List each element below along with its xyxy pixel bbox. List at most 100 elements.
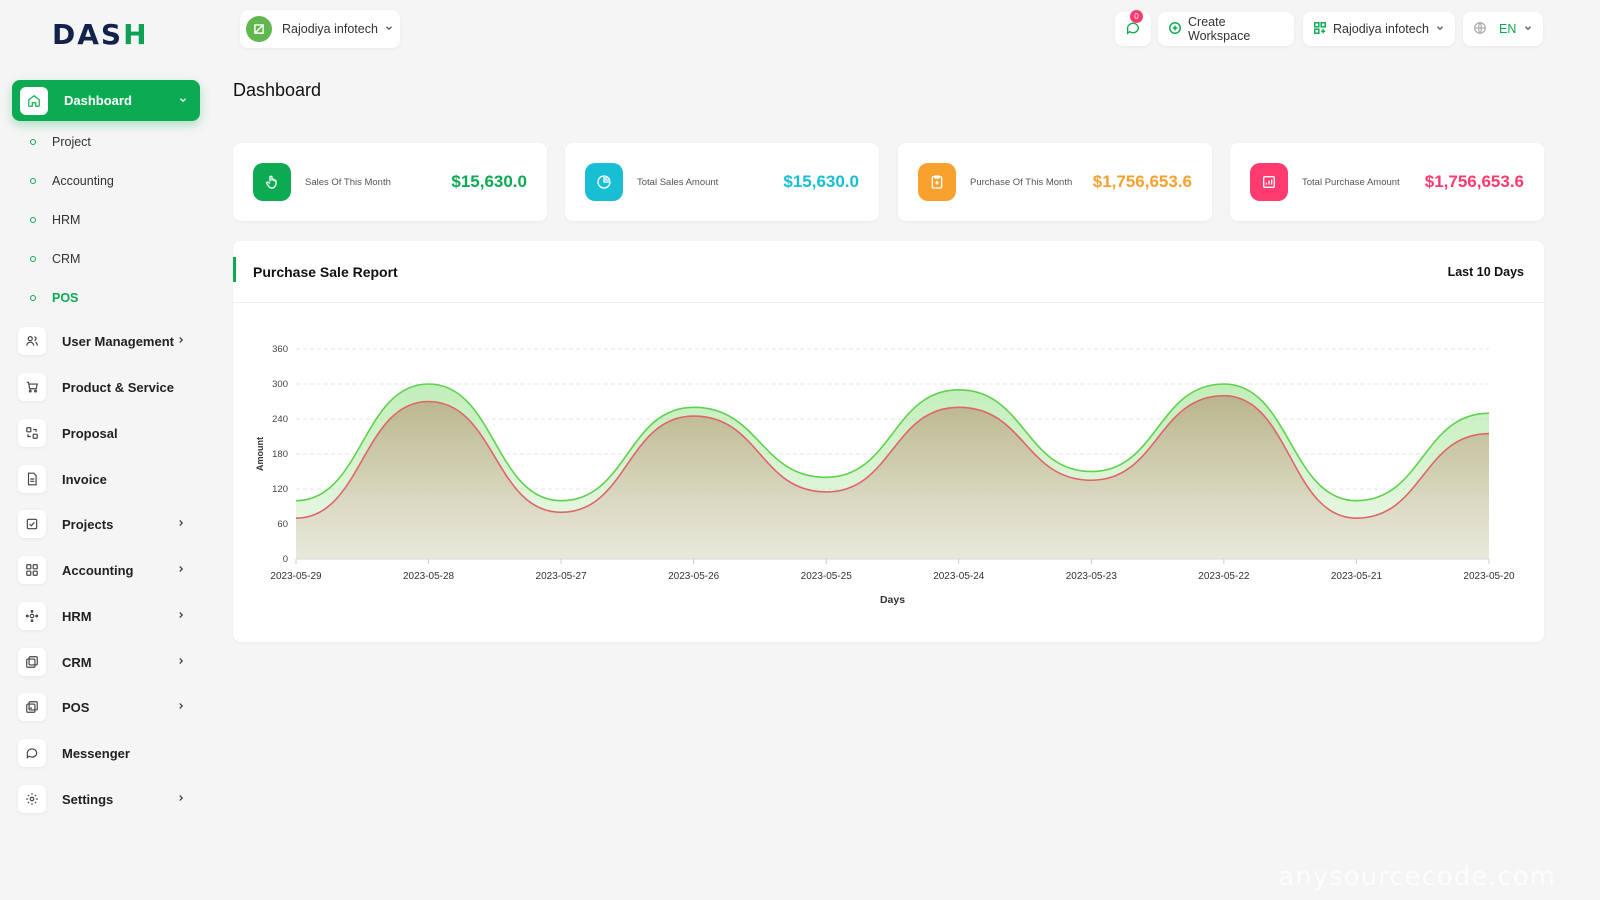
create-workspace-label: Create Workspace [1188,15,1251,43]
x-tick-label: 2023-05-28 [403,571,455,582]
chevron-down-icon [1435,22,1445,36]
language-label: EN [1499,22,1517,36]
message-icon [18,739,46,767]
x-tick-label: 2023-05-27 [536,571,588,582]
stat-value: $15,630.0 [783,172,859,191]
proposal-icon [18,419,46,447]
sub-item-label: Accounting [52,174,114,188]
sidebar-item-invoice[interactable]: Invoice [18,462,198,496]
x-tick-label: 2023-05-20 [1463,571,1515,582]
gear-icon [18,785,46,813]
x-axis-label: Days [880,594,905,606]
page-title: Dashboard [233,80,322,100]
stat-card-sales-month: Sales Of This Month $15,630.0 [233,143,547,221]
sidebar-item-messenger[interactable]: Messenger [18,736,198,770]
cart-icon [18,373,46,401]
sidebar-item-settings[interactable]: Settings [18,782,198,816]
sub-item-pos[interactable]: POS [30,288,78,308]
sidebar-item-hrm[interactable]: HRM [18,599,198,633]
globe-icon [1473,21,1487,38]
sub-item-hrm[interactable]: HRM [30,210,80,230]
chevron-right-icon [176,332,186,350]
sidebar-item-accounting[interactable]: Accounting [18,553,198,587]
notifications-button[interactable]: 0 [1115,10,1151,46]
stat-card-purchase-month: Purchase Of This Month $1,756,653.6 [898,143,1212,221]
sub-item-label: POS [52,291,79,305]
sidebar-item-crm[interactable]: CRM [18,645,198,679]
sidebar-item-product-service[interactable]: Product & Service [18,370,198,404]
sidebar: DASH Dashboard Project Accounting HRM CR… [0,0,212,900]
chevron-right-icon [176,653,186,671]
users-icon [18,327,46,355]
create-workspace-button[interactable]: Create Workspace [1158,12,1294,46]
sidebar-item-dashboard[interactable]: Dashboard [12,80,200,121]
chevron-down-icon [1523,22,1533,36]
chevron-right-icon [176,515,186,533]
hrm-icon [18,602,46,630]
y-tick-label: 60 [277,519,288,530]
y-axis-label: Amount [255,437,265,471]
stat-card-total-purchase: Total Purchase Amount $1,756,653.6 [1230,143,1544,221]
y-tick-label: 120 [272,484,288,495]
accent-bar [233,257,236,282]
x-tick-label: 2023-05-26 [668,571,720,582]
stat-label: Total Sales Amount [637,176,719,188]
x-tick-label: 2023-05-22 [1198,571,1250,582]
x-tick-label: 2023-05-21 [1331,571,1383,582]
notification-badge: 0 [1130,10,1143,23]
sidebar-item-label: HRM [62,608,92,624]
y-tick-label: 300 [272,379,288,390]
chevron-down-icon [384,20,394,38]
series-2-line [295,394,1490,519]
sidebar-item-label: Accounting [62,562,134,578]
apps-icon [1313,21,1327,38]
sidebar-item-pos[interactable]: POS [18,690,198,724]
stat-label: Total Purchase Amount [1302,176,1400,188]
stat-value: $1,756,653.6 [1424,172,1524,191]
sub-item-label: Project [52,135,91,149]
purchase-sale-chart: 0 60 120 180 240 300 360 2023-05-29 2023-05-28 20… [255,344,1515,606]
stat-card-total-sales: Total Sales Amount $15,630.0 [565,143,879,221]
stat-label: Purchase Of This Month [970,176,1073,188]
y-tick-label: 360 [272,344,288,355]
y-tick-label: 0 [283,554,288,565]
sub-item-accounting[interactable]: Accounting [30,171,114,191]
language-dropdown[interactable]: EN [1463,12,1543,46]
bullet-icon [30,295,36,301]
sidebar-item-label: User Management [62,333,174,349]
y-tick-label: 180 [272,449,288,460]
series-2-area [296,395,1489,559]
x-tick-label: 2023-05-25 [801,571,853,582]
pos-icon [18,693,46,721]
workspace-switcher[interactable]: Rajodiya infotech [240,10,400,48]
logo[interactable]: DASH [52,18,162,51]
bullet-icon [30,256,36,262]
x-tick-label: 2023-05-29 [270,571,322,582]
sidebar-item-projects[interactable]: Projects [18,507,198,541]
chevron-right-icon [176,698,186,716]
sidebar-item-label: Dashboard [64,93,132,108]
chevron-right-icon [176,561,186,579]
sidebar-item-label: Projects [62,516,114,532]
plus-circle-icon [1168,21,1182,38]
sidebar-item-label: Messenger [62,745,130,761]
sidebar-item-label: Proposal [62,425,118,441]
chevron-down-icon [178,92,188,110]
sidebar-item-label: Product & Service [62,379,174,395]
report-header: Purchase Sale Report Last 10 Days [233,241,1544,303]
sidebar-item-proposal[interactable]: Proposal [18,416,198,450]
check-square-icon [18,510,46,538]
sidebar-item-user-management[interactable]: User Management [18,324,198,358]
purchase-sale-report-card: Purchase Sale Report Last 10 Days 0 60 120… [233,241,1544,642]
user-workspace-label: Rajodiya infotech [1333,22,1429,36]
logo-main: DAS [52,18,124,51]
bullet-icon [30,217,36,223]
series-1-line [295,383,1490,502]
sub-item-crm[interactable]: CRM [30,249,80,269]
y-tick-label: 240 [272,414,288,425]
sub-item-project[interactable]: Project [30,132,91,152]
sub-item-label: HRM [52,213,81,227]
workspace-name: Rajodiya infotech [282,22,378,36]
user-workspace-dropdown[interactable]: Rajodiya infotech [1303,12,1455,46]
hand-pointer-icon [253,163,291,201]
